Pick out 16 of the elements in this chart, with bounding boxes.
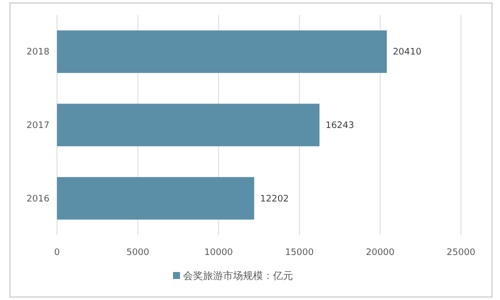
x-tick-label: 0	[54, 248, 60, 258]
x-tick-label: 5000	[126, 248, 150, 258]
x-tick-label: 25000	[446, 248, 476, 258]
data-label: 20410	[392, 48, 422, 58]
bar	[57, 30, 387, 73]
data-label: 12202	[260, 194, 289, 204]
y-tick-label: 2018	[26, 48, 50, 58]
legend-label: 会奖旅游市场规模：亿元	[183, 270, 293, 282]
x-tick-label: 20000	[366, 248, 395, 258]
y-tick-label: 2017	[26, 121, 50, 131]
bar	[57, 177, 254, 220]
bar	[57, 104, 320, 146]
y-tick-label: 2016	[26, 194, 50, 204]
data-label: 16243	[325, 121, 354, 131]
x-tick-label: 15000	[285, 248, 314, 258]
x-tick-label: 10000	[204, 248, 234, 258]
